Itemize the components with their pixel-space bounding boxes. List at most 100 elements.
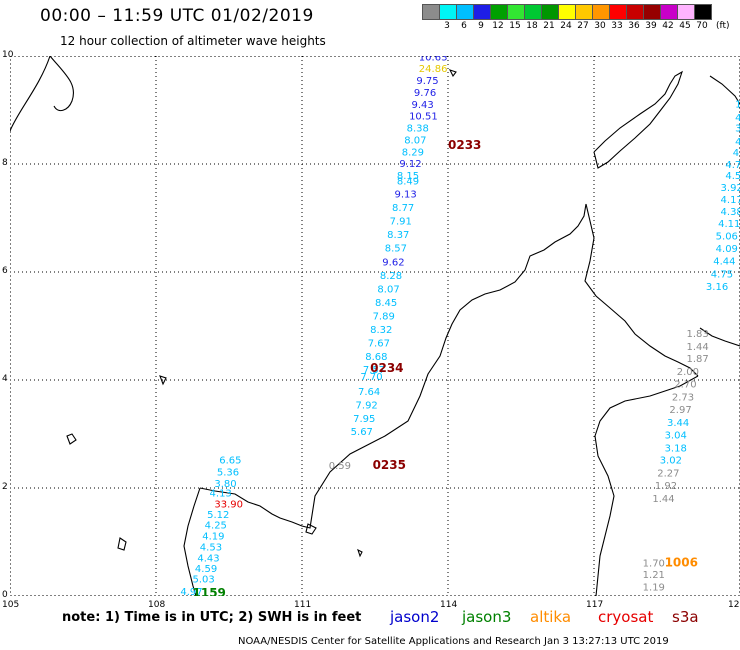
scale-swatch — [439, 4, 457, 20]
wave-height-label: 7.91 — [390, 216, 412, 227]
scale-unit: (ft) — [716, 21, 730, 31]
coastline-palawan — [593, 70, 683, 169]
scale-swatch — [643, 4, 661, 20]
scale-swatch — [592, 4, 610, 20]
coastlines — [10, 56, 740, 596]
pass-time-label: 0235 — [373, 458, 406, 472]
map-frame — [10, 56, 740, 596]
wave-height-label: 8.38 — [407, 124, 429, 135]
pass-time-label: 0234 — [370, 361, 403, 375]
lat-tick-label: 6 — [2, 266, 8, 276]
coastline-borneo-south — [183, 487, 201, 596]
wave-height-label: 2.73 — [672, 393, 694, 404]
wave-height-label: 9.76 — [414, 88, 436, 99]
lat-tick-label: 2 — [2, 482, 8, 492]
lon-tick-label: 108 — [148, 600, 166, 610]
altimeter-map[interactable]: 10.6324.869.759.769.4310.518.388.078.299… — [10, 56, 740, 596]
island-natuna — [305, 523, 317, 535]
scale-swatch — [575, 4, 593, 20]
page-subtitle: 12 hour collection of altimeter wave hei… — [60, 34, 326, 48]
coastline-borneo-west — [199, 203, 587, 529]
pass-time-label: 1006 — [665, 555, 698, 569]
scale-label: 42 — [662, 21, 674, 31]
scale-label: 24 — [560, 21, 572, 31]
pass-time-label: 0233 — [448, 138, 481, 152]
wave-height-label: 33.90 — [214, 499, 243, 510]
wave-height-label: 2.97 — [669, 405, 691, 416]
scale-label: 21 — [543, 21, 555, 31]
scale-label: 70 — [696, 21, 708, 31]
coastline-borneo-east — [584, 203, 699, 377]
wave-height-label: 4.43 — [197, 553, 219, 564]
scale-swatch — [558, 4, 576, 20]
wave-height-label: 4.53 — [200, 543, 222, 554]
lat-tick-label: 0 — [2, 590, 8, 600]
wave-height-label: 1.4 — [735, 99, 740, 110]
wave-height-label: 9.12 — [399, 159, 421, 170]
scale-label: 3 — [444, 21, 450, 31]
lat-lon-grid — [10, 56, 740, 596]
scale-label: 33 — [611, 21, 623, 31]
scale-swatch — [541, 4, 559, 20]
wave-height-label: 8.07 — [404, 135, 426, 146]
wave-height-label: 4.5 — [733, 148, 740, 159]
wave-height-label: 4.97 — [180, 587, 202, 596]
wave-height-label: 7.67 — [368, 339, 390, 350]
satellite-label-altika: altika — [530, 608, 572, 626]
wave-height-label: 4.59 — [195, 564, 217, 575]
wave-height-label: 3.02 — [660, 456, 682, 467]
wave-height-label: 9.75 — [416, 76, 438, 87]
wave-height-label: 7.89 — [373, 312, 395, 323]
wave-height-label: 4.17 — [721, 195, 740, 206]
wave-height-marks: 10.6324.869.759.769.4310.518.388.078.299… — [180, 56, 740, 596]
island-small-1 — [357, 548, 363, 558]
wave-height-label: 8.49 — [397, 177, 419, 188]
scale-label: 18 — [526, 21, 538, 31]
wave-height-label: 9.62 — [382, 258, 404, 269]
lon-tick-label: 114 — [440, 600, 458, 610]
wave-height-label: 3.0 — [735, 124, 740, 135]
scale-label: 45 — [679, 21, 691, 31]
wave-height-label: 8.57 — [385, 243, 407, 254]
wave-height-label: 4.72 — [725, 160, 740, 171]
lat-tick-label: 10 — [2, 50, 14, 60]
wave-height-label: 1.87 — [686, 354, 708, 365]
island-bangka — [117, 537, 127, 551]
scale-swatch — [626, 4, 644, 20]
wave-height-label: 9.43 — [412, 100, 434, 111]
credit-line: NOAA/NESDIS Center for Satellite Applica… — [238, 636, 669, 647]
wave-height-label: 4.2 — [735, 113, 740, 124]
wave-height-label: 5.03 — [193, 575, 215, 586]
wave-height-label: 8.28 — [380, 271, 402, 282]
wave-height-label: 3.44 — [667, 418, 689, 429]
scale-swatch — [456, 4, 474, 20]
wave-height-label: 4.09 — [716, 244, 738, 255]
wave-height-label: 10.63 — [419, 56, 448, 63]
wave-height-label: 7.57 — [363, 365, 385, 376]
wave-height-label: 3.16 — [706, 282, 728, 293]
wave-height-label: 5.36 — [217, 468, 239, 479]
wave-height-label: 8.29 — [402, 147, 424, 158]
coastline-borneo-east-lower — [594, 375, 699, 596]
wave-height-label: 5.67 — [351, 427, 373, 438]
wave-height-label: 6.65 — [219, 456, 241, 467]
wave-height-label: 1.83 — [686, 329, 708, 340]
wave-height-label: 8.07 — [377, 285, 399, 296]
wave-height-label: 8.37 — [387, 230, 409, 241]
wave-height-label: 8.15 — [397, 171, 419, 182]
wave-height-label: 4.54 — [725, 171, 740, 182]
lon-tick-label: 117 — [586, 600, 604, 610]
wave-height-label: 8.68 — [365, 352, 387, 363]
wave-height-label: 4.2 — [735, 137, 740, 148]
page-title: 00:00 – 11:59 UTC 01/02/2019 — [40, 6, 314, 26]
wave-height-label: 2.27 — [657, 469, 679, 480]
wave-height-label: 1.19 — [643, 583, 665, 594]
footer-note: note: 1) Time is in UTC; 2) SWH is in fe… — [62, 610, 362, 625]
scale-swatch — [422, 4, 440, 20]
wave-height-label: 2.70 — [674, 380, 696, 391]
wave-height-label: 4.13 — [210, 489, 232, 500]
wave-height-label: 4.44 — [713, 256, 735, 267]
scale-swatch — [694, 4, 712, 20]
coastline-indochina-east — [49, 56, 74, 112]
wave-height-label: 9.13 — [394, 189, 416, 200]
